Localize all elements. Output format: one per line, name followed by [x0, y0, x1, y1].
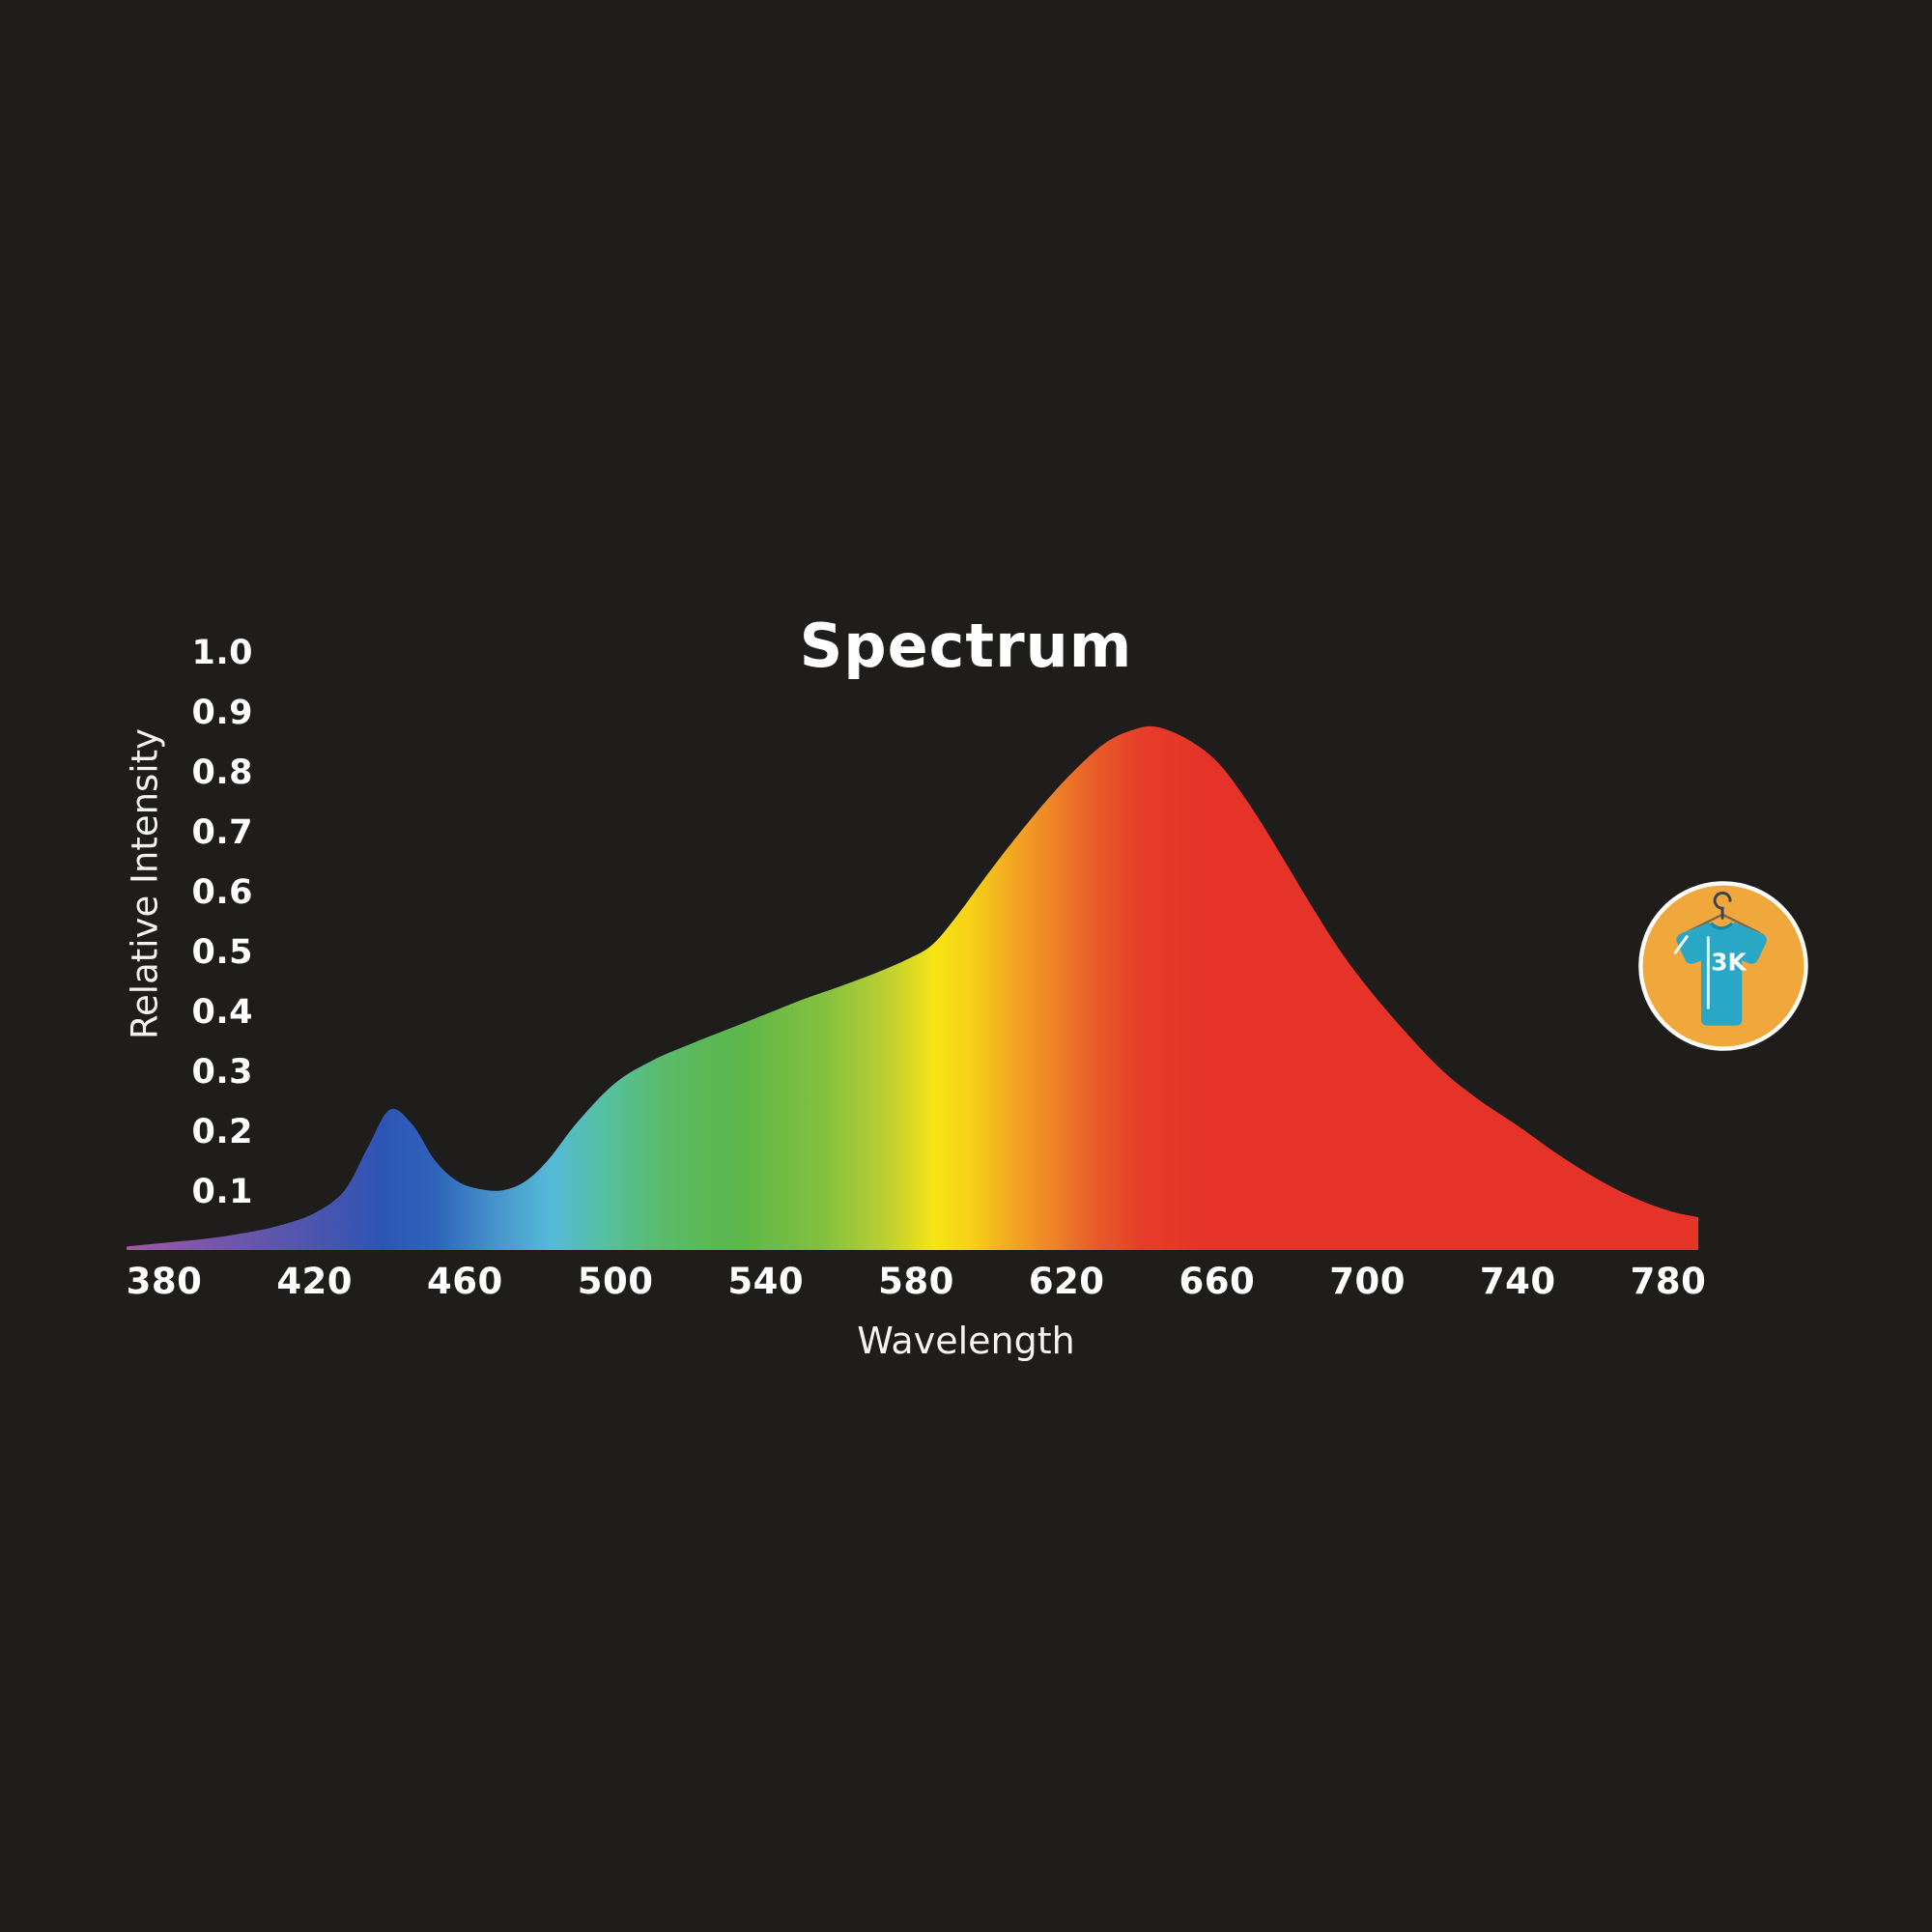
x-tick-label: 620 [1028, 1261, 1105, 1302]
x-tick-label: 580 [878, 1261, 954, 1302]
x-tick-label: 700 [1329, 1261, 1406, 1302]
hanger-hook-icon [1713, 891, 1732, 920]
y-tick-label: 0.1 [191, 1173, 253, 1211]
kelvin-badge: 3K [1634, 877, 1812, 1055]
x-tick-label: 460 [427, 1261, 503, 1302]
y-tick-label: 0.5 [191, 933, 253, 972]
tshirt-badge-icon: 3K [1638, 881, 1808, 1051]
y-tick-label: 0.7 [191, 813, 253, 852]
y-tick-label: 0.3 [191, 1053, 253, 1092]
y-tick-label: 0.4 [191, 993, 253, 1032]
y-tick-label: 0.6 [191, 873, 253, 912]
x-tick-label: 780 [1630, 1261, 1707, 1302]
spectrum-area-curve [127, 725, 1699, 1250]
x-tick-label: 660 [1179, 1261, 1256, 1302]
x-tick-label: 500 [577, 1261, 654, 1302]
y-tick-label: 1.0 [191, 634, 253, 672]
y-tick-label: 0.2 [191, 1113, 253, 1151]
page-title: Spectrum [799, 611, 1133, 681]
badge-label: 3K [1711, 949, 1747, 977]
y-tick-label: 0.9 [191, 694, 253, 732]
collar-line [1710, 922, 1734, 930]
y-tick-label: 0.8 [191, 753, 253, 792]
x-tick-label: 540 [727, 1261, 805, 1302]
x-tick-label: 420 [276, 1261, 354, 1302]
tshirt-icon [1676, 922, 1767, 1026]
x-axis-label: Wavelength [857, 1320, 1075, 1362]
sleeve-highlight [1673, 935, 1689, 954]
x-tick-label: 380 [126, 1261, 203, 1302]
x-tick-label: 740 [1479, 1261, 1556, 1302]
